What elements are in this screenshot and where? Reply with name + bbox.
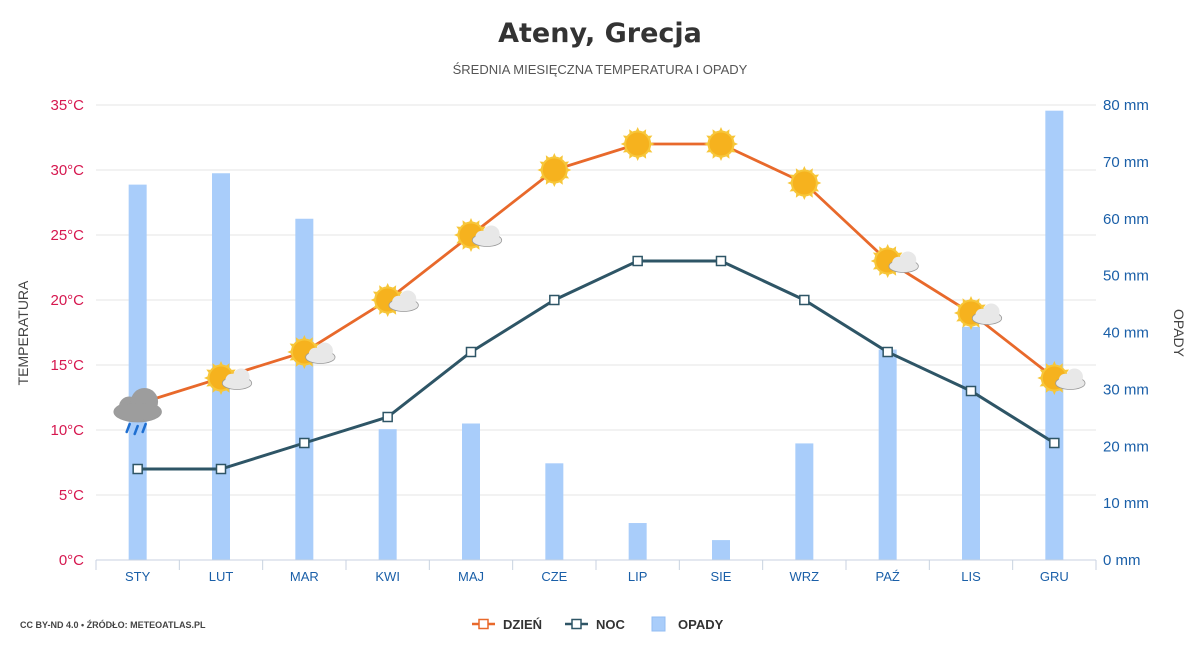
chart-subtitle: ŚREDNIA MIESIĘCZNA TEMPERATURA I OPADY [453,62,748,77]
cloud-fill [390,299,418,311]
sun-disc [790,169,818,197]
axis-ticks: 0°C 5°C 10°C 15°C 20°C 25°C 30°C 35°C 0 mm 10 mm 2… [50,97,1148,584]
y-right-tick: 0 mm [1103,552,1141,569]
y-right-tick: 40 mm [1103,325,1149,342]
night-point [715,255,727,267]
sun-disc [707,130,735,158]
rain-icon [113,388,162,436]
legend-item-precipitation[interactable]: OPADY [651,616,724,632]
y-right-tick: 50 mm [1103,268,1149,285]
y-left-tick: 15°C [50,357,84,374]
x-tick-label: GRU [1040,569,1069,584]
y-left-tick: 5°C [59,487,84,504]
x-tick-label: MAJ [458,569,484,584]
night-point [1049,437,1060,449]
night-point [465,346,477,358]
night-point [382,411,393,423]
night-point [632,255,643,267]
night-point [965,385,977,397]
rain-drop [141,422,147,434]
x-axis [95,559,1097,570]
x-tick-label: STY [125,569,151,584]
rain-drop [133,424,139,436]
legend: DZIEŃ NOC OPADY [472,616,724,632]
cloud-fill [306,351,334,363]
legend-item-night[interactable]: NOC [565,617,626,632]
y-right-tick: 20 mm [1103,438,1149,455]
sun-disc [540,156,568,184]
precipitation-bar [628,523,647,560]
sun-cloud-icon [204,361,253,395]
cloud-fill [1056,377,1084,389]
y-left-tick: 35°C [50,97,84,114]
sun-cloud-icon [954,296,1003,330]
sun-cloud-icon [870,244,919,278]
night-point [549,294,560,306]
cloud-fill [223,377,251,389]
precipitation-bar [878,349,897,560]
y-right-tick: 60 mm [1103,211,1149,228]
sun-cloud-icon [370,283,419,317]
legend-label-day: DZIEŃ [503,617,542,632]
precipitation-bar [1045,110,1064,560]
chart-title: Ateny, Grecja [498,18,702,49]
sun-icon [537,153,572,187]
night-point [215,463,227,475]
x-tick-label: SIE [711,569,732,584]
cloud-fill [890,260,918,272]
rain-drop [125,422,131,434]
sun-disc [624,130,652,158]
precipitation-bars [128,110,1064,560]
precipitation-bar [378,429,397,560]
y-left-tick: 25°C [50,227,84,244]
x-tick-label: LIS [961,569,981,584]
y-right-tick: 70 mm [1103,154,1149,171]
x-tick-label: MAR [290,569,319,584]
precipitation-bar [712,540,730,560]
y-left-tick: 10°C [50,422,84,439]
cloud-fill [115,403,160,421]
temperature-lines [132,138,1060,475]
source-credit: CC BY-ND 4.0 • ŹRÓDŁO: METEOATLAS.PL [20,619,206,630]
grid-lines [96,104,1096,496]
precipitation-bar [545,463,564,560]
x-tick-label: CZE [541,569,567,584]
y-left-tick: 30°C [50,162,84,179]
cloud-fill [473,234,501,246]
legend-item-day[interactable]: DZIEŃ [472,617,542,632]
precipitation-bar [462,423,480,560]
legend-label-night: NOC [596,617,626,632]
night-point [299,437,310,449]
x-tick-label: LUT [209,569,234,584]
precipitation-bar [962,326,980,560]
y-left-tick: 0°C [59,552,84,569]
sun-cloud-icon [1037,361,1086,395]
x-tick-label: PAŹ [876,569,900,584]
night-point [132,463,143,475]
sun-icon [704,127,738,161]
y-right-tick: 30 mm [1103,381,1149,398]
night-temperature-line [137,259,1056,471]
y-right-tick: 10 mm [1103,495,1149,512]
y-right-tick: 80 mm [1103,97,1149,114]
precipitation-bar [128,184,147,560]
weather-icons [113,127,1086,436]
y-right-axis-title: OPADY [1171,309,1187,358]
x-tick-label: KWI [375,569,400,584]
sun-cloud-icon [454,218,503,252]
cloud-fill [973,312,1001,324]
sun-cloud-icon [287,335,336,369]
y-left-tick: 20°C [50,292,84,309]
night-point [882,346,893,358]
sun-icon [787,166,822,200]
x-tick-label: LIP [628,569,648,584]
night-point [799,294,810,306]
precipitation-bar [295,218,314,560]
legend-label-precipitation: OPADY [678,617,724,632]
x-tick-label: WRZ [790,569,820,584]
precipitation-bar [795,443,814,560]
y-left-axis-title: TEMPERATURA [15,280,31,385]
sun-icon [620,127,655,161]
